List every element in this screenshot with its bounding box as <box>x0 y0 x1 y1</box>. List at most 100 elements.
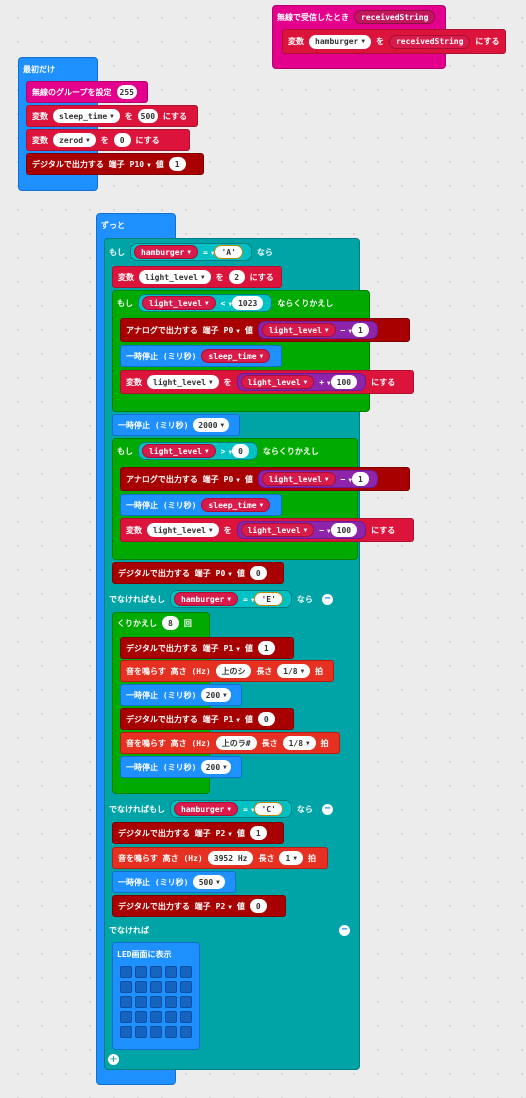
compare-value[interactable]: 1023 <box>232 296 264 310</box>
compare-value[interactable]: 0 <box>232 444 249 458</box>
set-light-level-minus-block[interactable]: 変数 light_level ▼ を light_level ▼ − ▼ 100 にす… <box>120 518 414 542</box>
compare-block[interactable]: hamburger ▼ = ▼ 'E' <box>170 590 292 608</box>
led-cell[interactable] <box>120 1026 132 1038</box>
op-dropdown[interactable]: = ▼ <box>243 595 254 604</box>
string-value[interactable]: 'E' <box>254 592 283 606</box>
repeat-count[interactable]: 8 <box>162 616 179 630</box>
led-cell[interactable] <box>165 1026 177 1038</box>
light-level-var[interactable]: light_level ▼ <box>261 323 336 337</box>
digital-write-p1-block[interactable]: デジタルで出力する 端子 P1 ▼ 値 1 <box>120 637 294 659</box>
led-cell[interactable] <box>120 966 132 978</box>
math-block[interactable]: light_level ▼ − ▼ 1 <box>257 321 378 339</box>
sleep-time-value[interactable]: 500 <box>137 109 158 123</box>
hamburger-var[interactable]: hamburger ▼ <box>174 592 238 606</box>
led-cell[interactable] <box>120 981 132 993</box>
op-dropdown[interactable]: = ▼ <box>203 248 214 257</box>
play-tone-3952-block[interactable]: 音を鳴らす 高さ (Hz) 3952 Hz 長さ 1 ▼ 拍 <box>112 847 328 869</box>
set-light-level-block[interactable]: 変数 light_level ▼ を 2 にする <box>112 266 282 288</box>
math-block[interactable]: light_level ▼ + ▼ 100 <box>236 373 367 391</box>
digital-write-p1-block[interactable]: デジタルで出力する 端子 P1 ▼ 値 0 <box>120 708 294 730</box>
string-value[interactable]: 'A' <box>214 245 243 259</box>
led-cell[interactable] <box>180 996 192 1008</box>
sleep-time-var[interactable]: sleep_time ▼ <box>201 498 271 512</box>
light-level-var[interactable]: light_level ▼ <box>142 444 216 458</box>
while-2-header[interactable]: もし light_level ▼ > ▼ 0 ならくりかえし <box>112 439 329 463</box>
note-value[interactable]: 上のラ# <box>215 736 257 750</box>
play-tone-block[interactable]: 音を鳴らす 高さ (Hz) 上のシ 長さ 1/8 ▼ 拍 <box>120 660 334 682</box>
note-value[interactable]: 上のシ <box>215 664 252 678</box>
light-level-var-dropdown[interactable]: light_level ▼ <box>147 523 219 537</box>
frequency-input[interactable]: 3952 Hz <box>207 851 254 865</box>
digital-value[interactable]: 1 <box>168 157 186 171</box>
radio-group-block[interactable]: 無線のグループを設定 255 <box>26 81 148 103</box>
light-level-var[interactable]: light_level ▼ <box>261 472 336 486</box>
digital-value[interactable]: 0 <box>249 566 267 580</box>
length-dropdown[interactable]: 1/8 ▼ <box>282 736 316 750</box>
set-hamburger-block[interactable]: 変数 hamburger ▼ を receivedString にする <box>282 29 506 54</box>
length-dropdown[interactable]: 1 ▼ <box>279 851 303 865</box>
led-cell[interactable] <box>165 966 177 978</box>
pause-value-dropdown[interactable]: 200 ▼ <box>201 760 231 774</box>
light-level-var[interactable]: light_level ▼ <box>240 523 315 537</box>
compare-block[interactable]: hamburger ▼ = ▼ 'C' <box>170 800 292 818</box>
set-light-level-plus-block[interactable]: 変数 light_level ▼ を light_level ▼ + ▼ 100 にす… <box>120 370 414 394</box>
repeat-header[interactable]: くりかえし 8 回 <box>112 612 202 634</box>
led-cell[interactable] <box>180 966 192 978</box>
op-dropdown[interactable]: − ▼ <box>319 526 330 535</box>
digital-value[interactable]: 1 <box>257 641 275 655</box>
digital-value[interactable]: 0 <box>257 712 275 726</box>
led-cell[interactable] <box>135 981 147 993</box>
op-dropdown[interactable]: + ▼ <box>319 378 330 387</box>
math-block[interactable]: light_level ▼ − ▼ 100 <box>236 521 367 539</box>
play-tone-block[interactable]: 音を鳴らす 高さ (Hz) 上のラ# 長さ 1/8 ▼ 拍 <box>120 732 340 754</box>
pin-dropdown[interactable]: P1 ▼ <box>224 715 240 724</box>
math-value[interactable]: 1 <box>351 323 369 337</box>
op-dropdown[interactable]: − ▼ <box>341 475 352 484</box>
pause-2000-block[interactable]: 一時停止 (ミリ秒) 2000 ▼ <box>112 414 240 436</box>
led-cell[interactable] <box>150 996 162 1008</box>
zerod-value[interactable]: 0 <box>113 133 131 147</box>
op-dropdown[interactable]: − ▼ <box>341 326 352 335</box>
digital-write-p0-block[interactable]: デジタルで出力する 端子 P0 ▼ 値 0 <box>112 562 284 584</box>
op-dropdown[interactable]: = ▼ <box>243 805 254 814</box>
led-cell[interactable] <box>180 1011 192 1023</box>
if-header[interactable]: もし hamburger ▼ = ▼ 'A' なら <box>104 240 283 264</box>
pause-sleep-block[interactable]: 一時停止 (ミリ秒) sleep_time ▼ <box>120 345 282 367</box>
led-cell[interactable] <box>150 1011 162 1023</box>
string-value[interactable]: 'C' <box>254 802 283 816</box>
pin-dropdown[interactable]: P2 ▼ <box>216 902 232 911</box>
pause-value-dropdown[interactable]: 500 ▼ <box>193 875 225 889</box>
hamburger-var-dropdown[interactable]: hamburger ▼ <box>309 34 371 49</box>
compare-block[interactable]: light_level ▼ > ▼ 0 <box>138 442 258 460</box>
radio-event-header[interactable]: 無線で受信したとき receivedString <box>272 6 446 28</box>
sleep-time-var-dropdown[interactable]: sleep_time ▼ <box>53 109 120 123</box>
pin-dropdown[interactable]: P1 ▼ <box>224 644 240 653</box>
digital-value[interactable]: 1 <box>249 826 267 840</box>
analog-write-block[interactable]: アナログで出力する 端子 P0 ▼ 値 light_level ▼ − ▼ 1 <box>120 318 410 342</box>
pause-value-dropdown[interactable]: 200 ▼ <box>201 688 231 702</box>
led-cell[interactable] <box>150 1026 162 1038</box>
digital-value[interactable]: 0 <box>249 899 267 913</box>
led-cell[interactable] <box>165 996 177 1008</box>
compare-block[interactable]: hamburger ▼ = ▼ 'A' <box>130 243 252 261</box>
pause-200-block[interactable]: 一時停止 (ミリ秒) 200 ▼ <box>120 684 242 706</box>
length-dropdown[interactable]: 1/8 ▼ <box>277 664 310 678</box>
set-zerod-block[interactable]: 変数 zerod ▼ を 0 にする <box>26 129 190 151</box>
led-cell[interactable] <box>135 966 147 978</box>
light-level-var-dropdown[interactable]: light_level ▼ <box>147 375 219 389</box>
pin-dropdown[interactable]: P10 ▼ <box>130 160 151 169</box>
while-1-header[interactable]: もし light_level ▼ < ▼ 1023 ならくりかえし <box>112 291 343 315</box>
hamburger-var[interactable]: hamburger ▼ <box>174 802 238 816</box>
hamburger-var[interactable]: hamburger ▼ <box>134 245 198 259</box>
led-cell[interactable] <box>165 981 177 993</box>
pause-value-dropdown[interactable]: 2000 ▼ <box>193 418 229 432</box>
set-sleep-time-block[interactable]: 変数 sleep_time ▼ を 500 にする <box>26 105 198 127</box>
pause-sleep-block[interactable]: 一時停止 (ミリ秒) sleep_time ▼ <box>120 494 282 516</box>
pin-dropdown[interactable]: P0 ▼ <box>224 326 240 335</box>
radio-group-value[interactable]: 255 <box>116 85 137 99</box>
pause-200-block[interactable]: 一時停止 (ミリ秒) 200 ▼ <box>120 756 242 778</box>
light-level-var[interactable]: light_level ▼ <box>142 296 216 310</box>
sleep-time-var[interactable]: sleep_time ▼ <box>201 349 271 363</box>
math-value[interactable]: 100 <box>330 375 358 389</box>
received-string-value[interactable]: receivedString <box>388 34 471 49</box>
